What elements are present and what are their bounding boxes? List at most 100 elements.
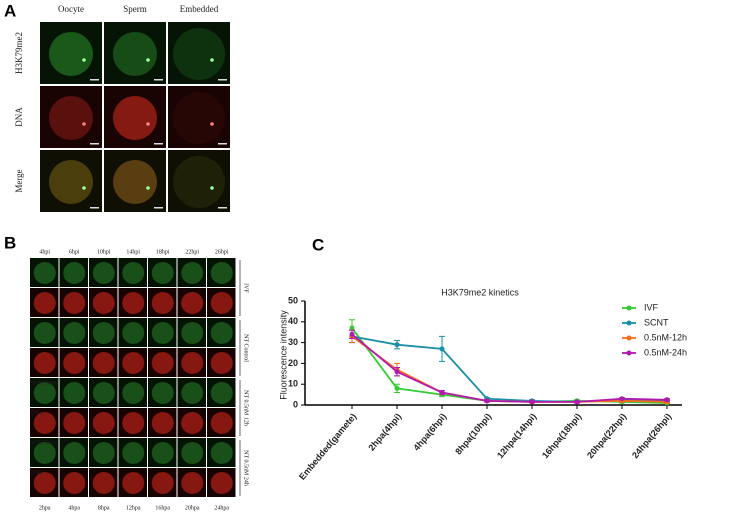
- legend-marker: [626, 305, 632, 311]
- cell-nucleus: [173, 92, 225, 144]
- x-tick-label: 8hpa(10hpi): [453, 411, 493, 456]
- cell-nucleus: [92, 442, 115, 464]
- x-tick-label: 4hpa(6hpi): [411, 411, 448, 452]
- spot: [146, 58, 150, 62]
- spot: [210, 58, 214, 62]
- cell-nucleus: [181, 262, 204, 284]
- data-point: [529, 399, 535, 405]
- column-label: 22hpi: [185, 249, 199, 255]
- cell-nucleus: [92, 322, 115, 344]
- y-tick-label: 10: [288, 379, 298, 389]
- cell-nucleus: [33, 412, 56, 434]
- data-point: [619, 396, 625, 402]
- x-tick-label: 16hpa(18hpi): [540, 411, 583, 460]
- y-tick-label: 50: [288, 295, 298, 305]
- spot: [210, 186, 214, 190]
- scale-bar: [154, 143, 163, 145]
- cell-nucleus: [33, 442, 56, 464]
- column-label: 4hpi: [39, 249, 50, 255]
- data-point: [394, 385, 400, 391]
- cell-nucleus: [92, 412, 115, 434]
- series-line: [351, 333, 668, 403]
- cell-nucleus: [151, 412, 174, 434]
- cell-nucleus: [210, 292, 233, 314]
- cell-nucleus: [63, 472, 86, 494]
- cell-nucleus: [92, 262, 115, 284]
- column-label: 24hpa: [214, 505, 229, 511]
- panel-label: C: [312, 235, 324, 254]
- cell-nucleus: [181, 352, 204, 374]
- legend-marker: [626, 350, 632, 356]
- data-point: [484, 398, 490, 404]
- cell-nucleus: [181, 472, 204, 494]
- column-label: 18hpi: [156, 249, 170, 255]
- y-axis-label: Fluorescence intensity: [278, 310, 288, 400]
- cell-nucleus: [122, 292, 145, 314]
- column-label: 12hpa: [126, 505, 141, 511]
- cell-nucleus: [122, 322, 145, 344]
- cell-nucleus: [181, 322, 204, 344]
- legend-label: SCNT: [644, 317, 669, 327]
- data-point: [439, 346, 445, 352]
- column-label: 4hpa: [68, 505, 80, 511]
- cell-nucleus: [33, 352, 56, 374]
- cell-nucleus: [122, 412, 145, 434]
- column-label: 2hpa: [39, 505, 51, 511]
- cell-nucleus: [63, 322, 86, 344]
- data-point: [394, 342, 400, 348]
- column-label: 10hpi: [97, 249, 111, 255]
- cell-nucleus: [113, 160, 157, 204]
- cell-nucleus: [33, 472, 56, 494]
- spot: [82, 186, 86, 190]
- data-point: [439, 390, 445, 396]
- cell-nucleus: [33, 322, 56, 344]
- cell-nucleus: [181, 382, 204, 404]
- cell-nucleus: [173, 28, 225, 80]
- group-label: NT 0.5nM 12h: [243, 390, 249, 426]
- cell-nucleus: [210, 352, 233, 374]
- cell-nucleus: [122, 442, 145, 464]
- data-point: [349, 325, 355, 331]
- cell-nucleus: [113, 32, 157, 76]
- cell-nucleus: [181, 442, 204, 464]
- cell-nucleus: [122, 352, 145, 374]
- cell-nucleus: [151, 322, 174, 344]
- cell-nucleus: [210, 472, 233, 494]
- column-label: Sperm: [123, 4, 147, 14]
- panel-label: A: [4, 1, 16, 20]
- cell-nucleus: [63, 262, 86, 284]
- cell-nucleus: [33, 382, 56, 404]
- data-point: [664, 397, 670, 403]
- cell-nucleus: [49, 96, 93, 140]
- cell-nucleus: [92, 472, 115, 494]
- column-label: Embedded: [180, 4, 219, 14]
- cell-nucleus: [63, 292, 86, 314]
- legend-label: IVF: [644, 302, 659, 312]
- column-label: 16hpa: [155, 505, 170, 511]
- spot: [146, 122, 150, 126]
- cell-nucleus: [210, 262, 233, 284]
- cell-nucleus: [122, 262, 145, 284]
- cell-nucleus: [63, 382, 86, 404]
- x-tick-label: 20hpa(22hpi): [585, 411, 628, 460]
- cell-nucleus: [151, 292, 174, 314]
- stain-label: DNA: [31, 470, 45, 476]
- chart-title: H3K79me2 kinetics: [441, 287, 519, 297]
- scale-bar: [218, 79, 227, 81]
- stain-label: H3K79me2: [31, 440, 59, 446]
- group-label: IVF: [243, 283, 249, 293]
- cell-nucleus: [210, 322, 233, 344]
- cell-nucleus: [122, 472, 145, 494]
- data-point: [574, 399, 580, 405]
- scale-bar: [154, 79, 163, 81]
- column-label: 8hpa: [98, 505, 110, 511]
- cell-nucleus: [151, 442, 174, 464]
- y-tick-label: 20: [288, 358, 298, 368]
- group-label: NT 0.5nM 24h: [243, 450, 249, 486]
- x-tick-label: 2hpa(4hpi): [366, 411, 403, 452]
- scale-bar: [90, 79, 99, 81]
- cell-nucleus: [33, 292, 56, 314]
- cell-nucleus: [210, 382, 233, 404]
